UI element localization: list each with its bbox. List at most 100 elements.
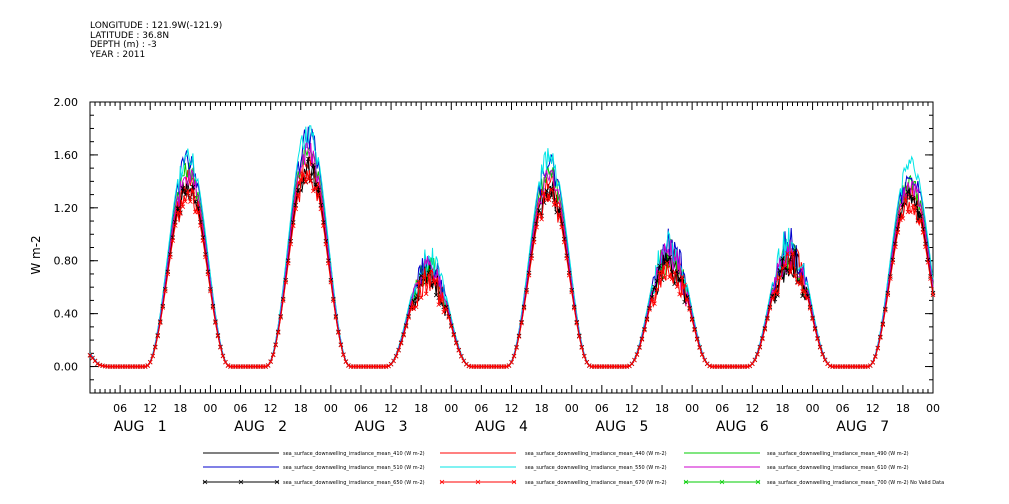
series-marker: [423, 291, 429, 297]
series-marker: [195, 209, 201, 215]
series-marker: [323, 241, 329, 247]
y-axis-label: W m-2: [29, 235, 43, 274]
series-marker: [519, 320, 524, 326]
series-marker: [893, 244, 898, 250]
legend-label: sea_surface_downwelling_irradiance_mean_…: [525, 465, 667, 471]
y-ticks: 2.00 1.60 1.20 0.80 0.40 0.00: [54, 96, 933, 394]
series-marker: [311, 162, 316, 168]
series-marker: [667, 274, 672, 280]
series-marker: [298, 177, 304, 182]
series-marker: [549, 187, 554, 192]
series-marker: [433, 278, 439, 284]
series-marker: [750, 361, 755, 367]
series-marker: [321, 223, 326, 229]
legend-marker: [755, 479, 761, 485]
series-marker: [757, 345, 763, 350]
series-marker: [662, 275, 667, 280]
series-marker: [454, 340, 459, 346]
y-tick-label: 2.00: [54, 96, 79, 109]
series-marker: [760, 336, 765, 342]
series-marker: [142, 364, 148, 369]
series-marker: [659, 270, 665, 275]
series-marker: [421, 274, 426, 280]
x-tick-label: 18: [173, 402, 187, 415]
y-tick-label: 0.40: [54, 308, 79, 321]
x-tick-label: 12: [384, 402, 398, 415]
series-marker: [692, 327, 697, 333]
series-marker: [805, 295, 810, 300]
series-marker: [280, 298, 286, 303]
series-marker: [313, 185, 319, 191]
series-marker: [566, 272, 572, 278]
series-marker: [920, 230, 926, 235]
series-marker: [526, 272, 532, 278]
series-marker: [210, 305, 216, 310]
series-marker: [531, 239, 537, 245]
series-marker: [913, 204, 918, 210]
series-marker: [762, 327, 768, 332]
series-marker: [684, 296, 690, 302]
series-marker: [576, 334, 582, 339]
series-marker: [313, 182, 319, 187]
series-marker: [185, 188, 191, 194]
series-marker: [346, 363, 351, 368]
series-marker: [905, 189, 911, 195]
series-marker: [770, 295, 775, 300]
series-marker: [398, 340, 404, 346]
series-marker: [336, 330, 341, 335]
series-marker: [702, 357, 707, 363]
series-marker: [175, 206, 181, 211]
plot-frame: [89, 101, 934, 394]
x-tick-label: 00: [565, 402, 579, 415]
series-marker: [664, 260, 670, 266]
series-marker: [908, 194, 913, 200]
series-marker: [173, 223, 178, 228]
series-marker: [180, 204, 186, 209]
x-tick-label: 00: [324, 402, 338, 415]
series-marker: [672, 269, 677, 275]
series-marker: [554, 209, 559, 215]
series-marker: [873, 354, 878, 359]
series-marker: [654, 286, 660, 292]
series-marker: [903, 196, 908, 201]
x-day-label: AUG 1: [114, 419, 167, 435]
series-marker: [406, 315, 411, 320]
series-marker: [300, 171, 306, 177]
series-marker: [203, 254, 208, 260]
x-tick-label: 18: [655, 402, 669, 415]
legend-label: sea_surface_downwelling_irradiance_mean_…: [767, 465, 909, 471]
x-day-label: AUG 6: [716, 419, 769, 435]
series-marker: [785, 251, 790, 256]
x-tick-label: 12: [143, 402, 157, 415]
series-marker: [647, 307, 652, 312]
x-tick-label: 12: [866, 402, 880, 415]
series-marker: [273, 342, 278, 348]
series-marker: [649, 295, 655, 300]
series-marker: [418, 295, 424, 300]
series-marker: [514, 345, 519, 350]
series-marker: [443, 306, 449, 311]
x-day-label: AUG 3: [355, 419, 408, 435]
series-marker: [777, 275, 783, 281]
series-lines: [87, 125, 936, 369]
series-marker: [393, 354, 399, 359]
series-marker: [812, 327, 818, 332]
series-marker: [644, 317, 650, 323]
series-marker: [461, 358, 467, 364]
series-marker: [343, 359, 349, 364]
series-marker: [529, 256, 534, 261]
series-marker: [333, 315, 339, 320]
series-marker: [449, 324, 454, 329]
legend-marker: [683, 479, 689, 485]
series-marker: [767, 306, 773, 311]
series-marker: [775, 292, 780, 298]
series-marker: [225, 363, 231, 368]
series-line: [89, 158, 934, 367]
series-marker: [278, 315, 283, 320]
series-marker: [910, 202, 916, 208]
series-marker: [411, 306, 416, 312]
x-day-label: AUG 4: [475, 419, 528, 435]
series-marker: [331, 298, 336, 303]
legend-label: sea_surface_downwelling_irradiance_mean_…: [525, 451, 667, 457]
series-marker: [388, 361, 394, 367]
